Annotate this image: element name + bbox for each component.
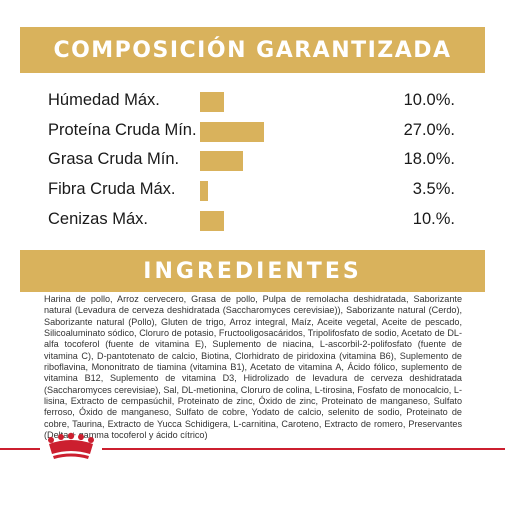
ingredients-text: Harina de pollo, Arroz cervecero, Grasa … [44, 294, 462, 441]
composition-title: COMPOSICIÓN GARANTIZADA [53, 37, 452, 63]
composition-row: Proteína Cruda Mín. 27.0%. [0, 117, 505, 147]
row-bar [200, 92, 224, 112]
row-label: Proteína Cruda Mín. [48, 121, 197, 139]
row-label: Fibra Cruda Máx. [48, 180, 176, 198]
row-value: 27.0%. [403, 121, 455, 139]
composition-row: Grasa Cruda Mín. 18.0%. [0, 146, 505, 176]
row-value: 10.0%. [403, 91, 455, 109]
royal-canin-crown-logo-icon [48, 432, 94, 459]
row-bar [200, 151, 243, 171]
row-label: Cenizas Máx. [48, 210, 148, 228]
composition-row: Cenizas Máx. 10.%. [0, 206, 505, 236]
composition-banner: COMPOSICIÓN GARANTIZADA [20, 27, 485, 73]
row-bar [200, 122, 264, 142]
composition-row: Fibra Cruda Máx. 3.5%. [0, 176, 505, 206]
ingredients-banner: INGREDIENTES [20, 250, 485, 292]
composition-row: Húmedad Máx. 10.0%. [0, 87, 505, 117]
row-label: Grasa Cruda Mín. [48, 150, 180, 168]
ingredients-title: INGREDIENTES [143, 258, 362, 284]
row-value: 3.5%. [412, 180, 455, 198]
row-label: Húmedad Máx. [48, 91, 160, 109]
row-bar [200, 211, 224, 231]
row-bar [200, 181, 208, 201]
row-value: 10.%. [412, 210, 455, 228]
row-value: 18.0%. [403, 150, 455, 168]
